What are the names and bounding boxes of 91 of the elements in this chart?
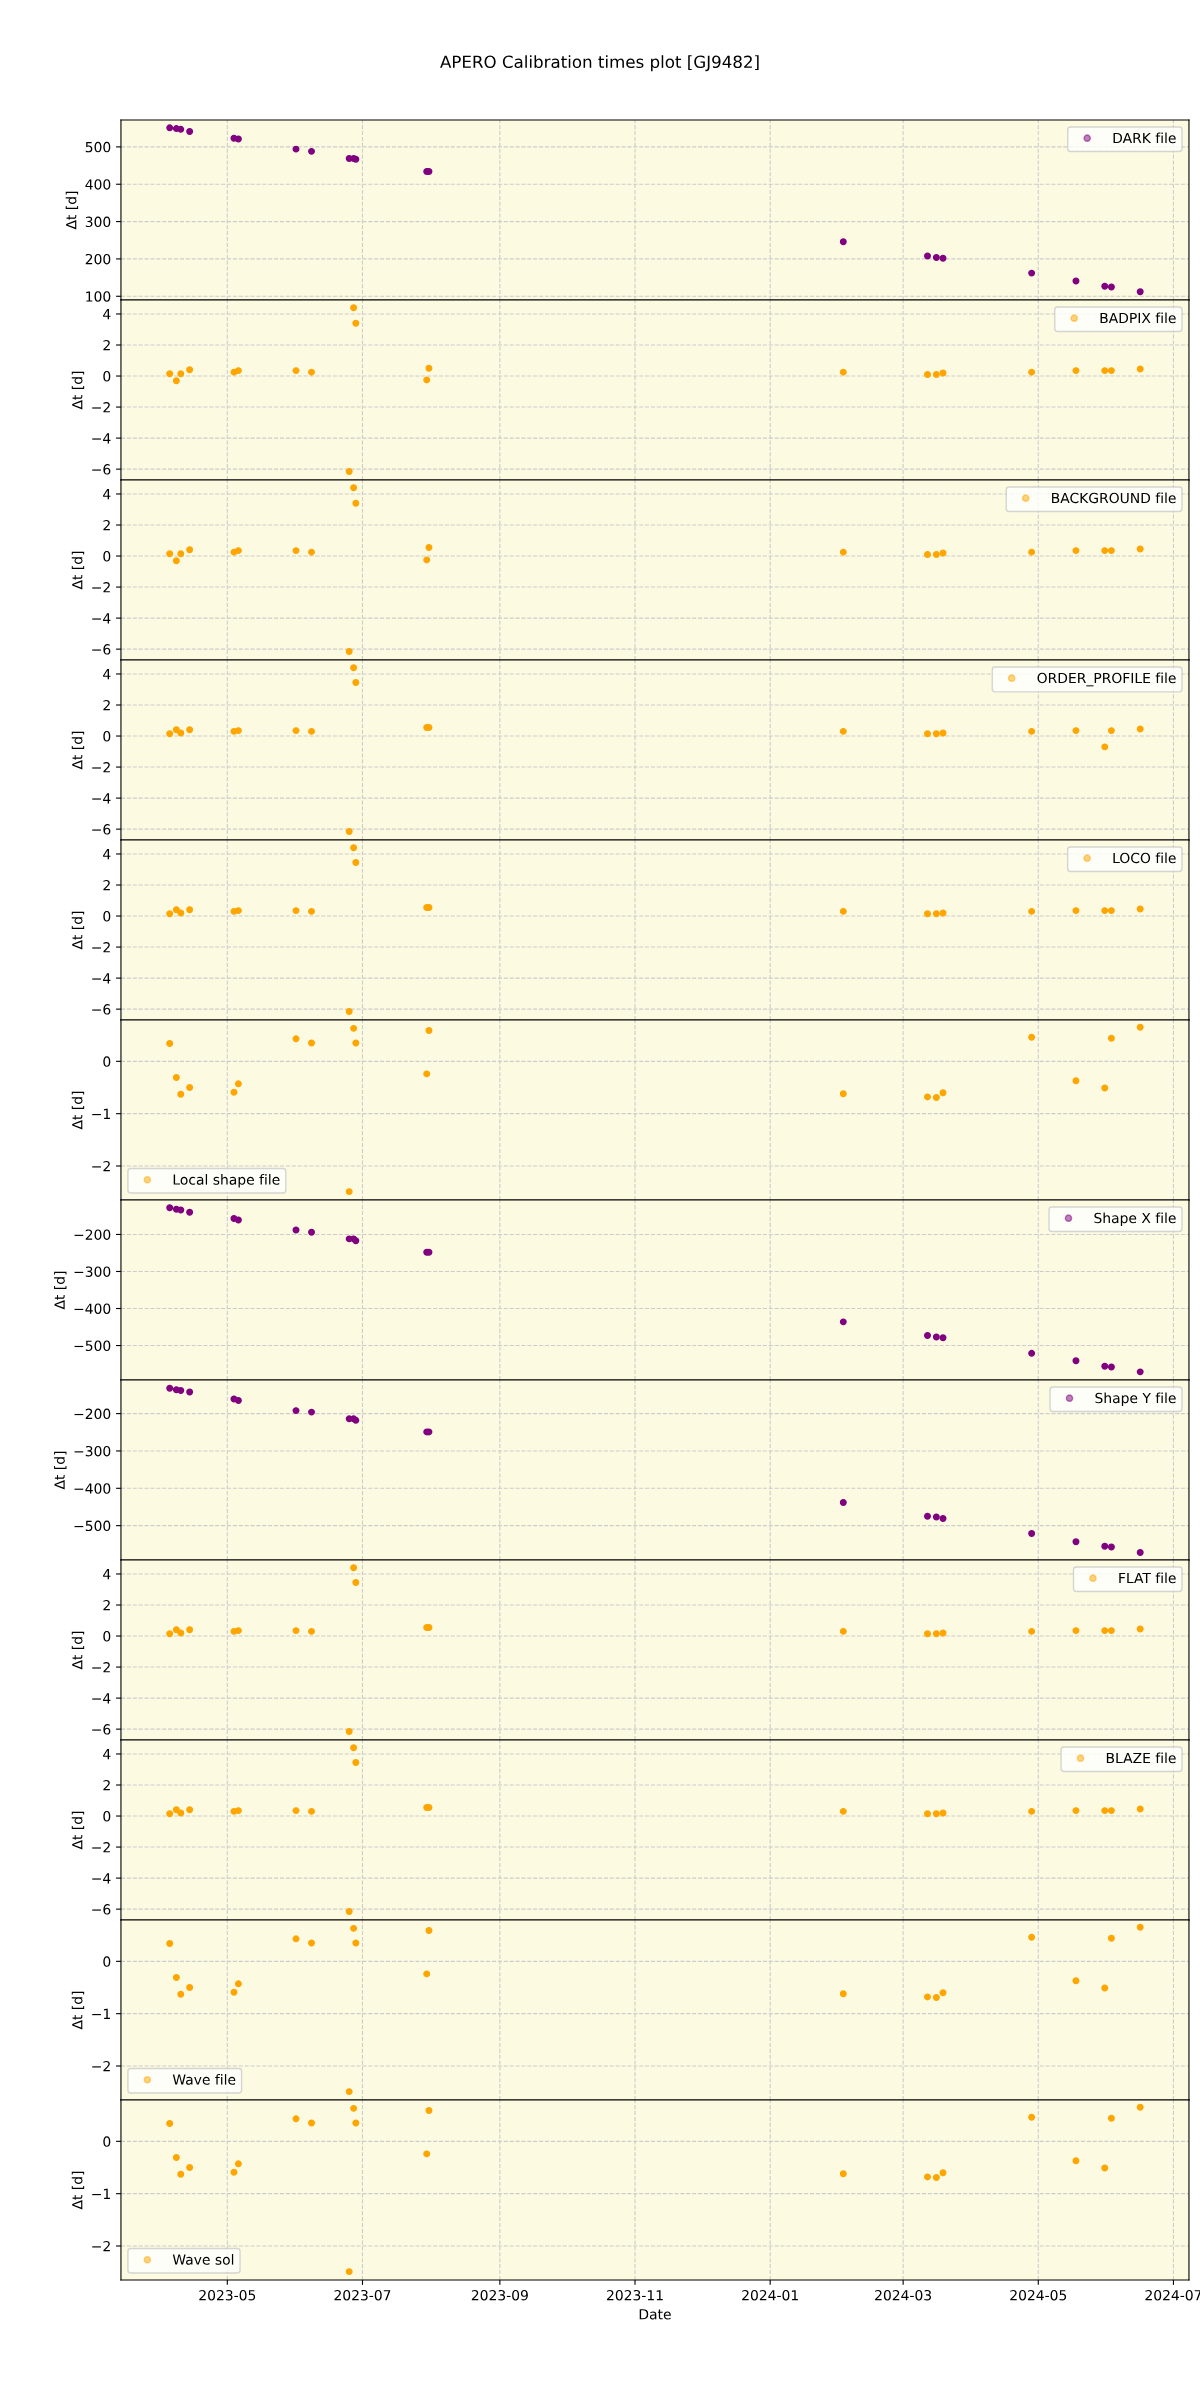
y-tick-label: 2 bbox=[103, 1599, 110, 1611]
y-axis-title: Δt [d] bbox=[65, 191, 79, 230]
y-axis-title: Δt [d] bbox=[71, 1091, 85, 1130]
y-tick-label: 4 bbox=[103, 849, 111, 860]
y-tick-label: −6 bbox=[92, 464, 111, 475]
y-tick-label: −4 bbox=[92, 433, 111, 444]
y-tick-label: −500 bbox=[74, 1340, 111, 1352]
y-tick-label: 500 bbox=[85, 141, 111, 153]
y-tick-label: 0 bbox=[103, 1811, 111, 1822]
y-axis-title: Δt [d] bbox=[54, 1271, 67, 1310]
y-tick-label: −2 bbox=[92, 1842, 110, 1853]
legend-label: FLAT file bbox=[1119, 1572, 1176, 1584]
y-tick-label: −1 bbox=[92, 2008, 110, 2019]
legend-label: BLAZE file bbox=[1106, 1752, 1176, 1764]
y-axis-title: Δt [d] bbox=[71, 911, 85, 950]
y-tick-label: −300 bbox=[74, 1266, 111, 1277]
y-tick-label: 0 bbox=[103, 1956, 111, 1967]
y-tick-label: −6 bbox=[92, 824, 111, 835]
legend-label: Shape X file bbox=[1094, 1212, 1176, 1226]
y-tick-label: −200 bbox=[74, 1408, 111, 1420]
y-tick-label: −4 bbox=[92, 973, 111, 984]
legend-label: Wave sol bbox=[172, 2254, 234, 2265]
y-tick-label: −2 bbox=[92, 2060, 110, 2072]
y-tick-label: −4 bbox=[92, 1693, 111, 1704]
y-tick-label: −2 bbox=[92, 762, 110, 773]
legend-label: BADPIX file bbox=[1100, 312, 1176, 324]
y-tick-label: 300 bbox=[85, 216, 111, 228]
x-tick-label: 2024-05 bbox=[1010, 2289, 1067, 2301]
y-tick-label: −2 bbox=[92, 402, 110, 413]
y-tick-label: 0 bbox=[103, 731, 111, 742]
y-tick-label: −6 bbox=[92, 1904, 111, 1915]
y-tick-label: 4 bbox=[103, 489, 111, 500]
y-tick-label: −2 bbox=[92, 1662, 110, 1673]
y-tick-label: 4 bbox=[103, 1749, 111, 1760]
y-tick-label: −2 bbox=[92, 942, 110, 953]
y-tick-label: −4 bbox=[92, 1873, 111, 1884]
y-tick-label: −400 bbox=[74, 1483, 111, 1494]
y-axis-title: Δt [d] bbox=[71, 1631, 85, 1670]
y-axis-title: Δt [d] bbox=[71, 371, 85, 410]
x-tick-label: 2024-03 bbox=[875, 2289, 932, 2301]
y-tick-label: 2 bbox=[103, 879, 110, 891]
y-tick-label: 100 bbox=[86, 291, 111, 302]
y-tick-label: 2 bbox=[103, 1779, 110, 1791]
y-tick-label: −6 bbox=[92, 1724, 111, 1735]
y-tick-label: −2 bbox=[92, 2240, 110, 2252]
y-axis-title: Δt [d] bbox=[71, 2171, 85, 2210]
y-tick-label: −6 bbox=[92, 1004, 111, 1015]
y-tick-label: 4 bbox=[103, 669, 111, 680]
x-tick-label: 2023-05 bbox=[199, 2289, 256, 2301]
y-tick-label: 0 bbox=[103, 371, 111, 382]
y-tick-label: −300 bbox=[74, 1445, 111, 1457]
y-tick-label: 0 bbox=[103, 551, 111, 562]
y-tick-label: −1 bbox=[92, 1108, 110, 1119]
x-tick-label: 2023-07 bbox=[334, 2289, 391, 2301]
y-tick-label: 0 bbox=[103, 1056, 111, 1067]
legend-label: LOCO file bbox=[1113, 852, 1176, 864]
y-tick-label: −4 bbox=[92, 613, 111, 624]
y-tick-label: 200 bbox=[85, 253, 111, 265]
x-axis-title: Date bbox=[639, 2309, 671, 2320]
legend-label: BACKGROUND file bbox=[1052, 492, 1176, 504]
x-tick-label: 2024-01 bbox=[742, 2289, 798, 2301]
y-tick-label: 0 bbox=[103, 1631, 111, 1642]
y-axis-title: Δt [d] bbox=[71, 1991, 85, 2030]
y-axis-title: Δt [d] bbox=[71, 731, 85, 770]
y-tick-label: −2 bbox=[92, 1160, 110, 1172]
y-tick-label: −400 bbox=[74, 1303, 111, 1314]
x-tick-label: 2023-09 bbox=[471, 2289, 528, 2301]
y-tick-label: 0 bbox=[103, 911, 111, 922]
y-axis-title: Δt [d] bbox=[71, 1811, 85, 1850]
y-tick-label: −1 bbox=[92, 2188, 110, 2199]
y-tick-label: 0 bbox=[103, 2136, 111, 2147]
legend-label: DARK file bbox=[1113, 132, 1176, 144]
y-tick-label: −500 bbox=[74, 1520, 111, 1532]
x-tick-label: 2023-11 bbox=[607, 2289, 663, 2301]
legend-label: Local shape file bbox=[173, 1174, 280, 1188]
y-tick-label: 400 bbox=[85, 179, 111, 190]
legend-label: Shape Y file bbox=[1095, 1392, 1176, 1406]
y-tick-label: 4 bbox=[103, 1569, 111, 1580]
y-tick-label: 2 bbox=[103, 339, 110, 351]
y-tick-label: −200 bbox=[74, 1229, 111, 1240]
legend-label: ORDER_PROFILE file bbox=[1037, 672, 1176, 687]
y-axis-title: Δt [d] bbox=[71, 551, 85, 590]
legend-label: Wave file bbox=[172, 2074, 236, 2085]
y-axis-title: Δt [d] bbox=[54, 1451, 67, 1490]
y-tick-label: −6 bbox=[92, 644, 111, 655]
y-tick-label: 4 bbox=[103, 309, 111, 320]
y-tick-label: 2 bbox=[103, 699, 110, 711]
y-tick-label: −4 bbox=[92, 793, 111, 804]
y-tick-label: −2 bbox=[92, 582, 110, 593]
chart-title: APERO Calibration times plot [GJ9482] bbox=[440, 55, 759, 72]
y-tick-label: 2 bbox=[103, 519, 110, 531]
